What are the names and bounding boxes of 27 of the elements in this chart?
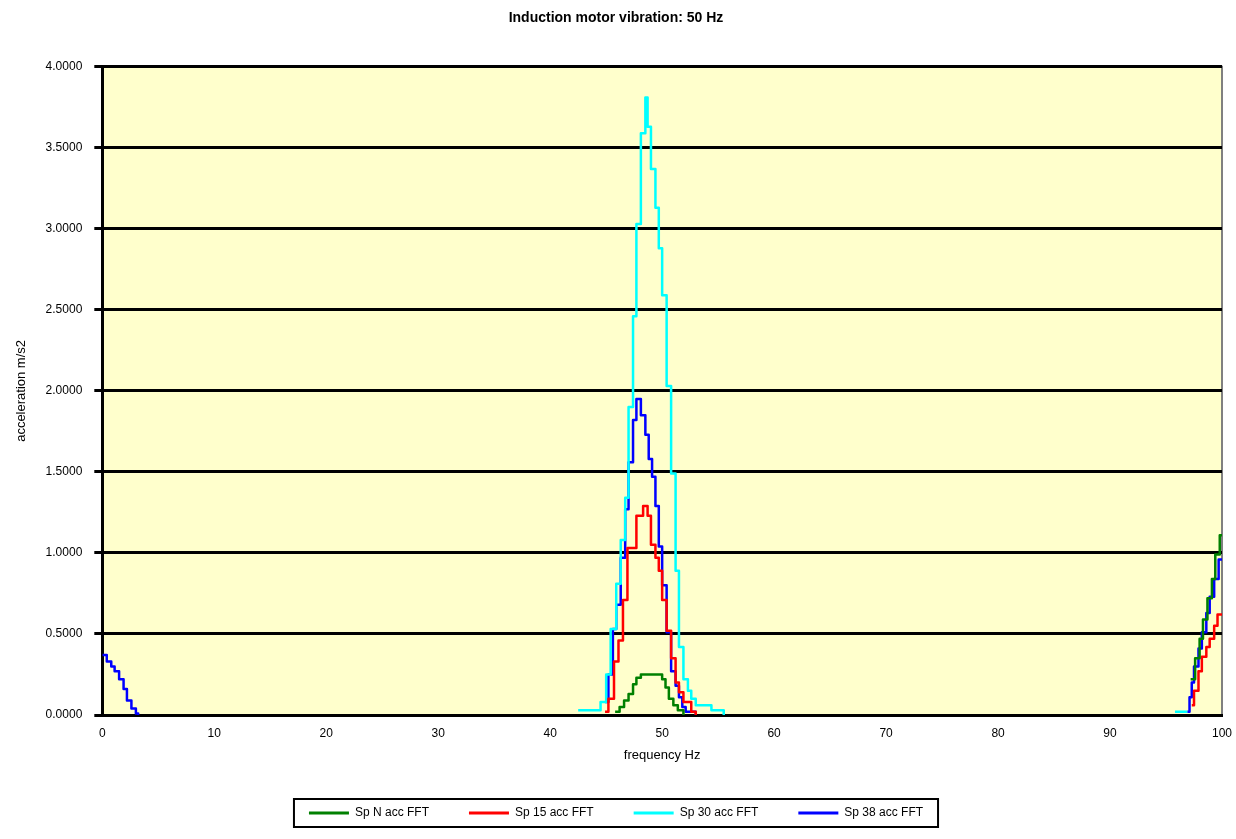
legend-label: Sp 15 acc FFT: [514, 805, 595, 820]
x-tick-label: 80: [991, 725, 1006, 740]
x-tick-label: 60: [767, 725, 782, 740]
y-tick-label: 2.5000: [45, 302, 83, 317]
y-axis-title: acceleration m/s2: [13, 339, 29, 442]
x-tick-label: 20: [319, 725, 334, 740]
x-tick-label: 30: [431, 725, 446, 740]
legend-label: Sp 38 acc FFT: [844, 805, 924, 820]
y-tick-label: 4.0000: [45, 59, 83, 74]
x-tick-label: 50: [655, 725, 670, 740]
x-tick-label: 90: [1103, 725, 1118, 740]
x-axis-title: frequency Hz: [623, 746, 701, 762]
x-tick-label: 100: [1211, 725, 1233, 740]
y-tick-label: 0.5000: [45, 626, 83, 641]
y-tick-label: 2.0000: [45, 383, 83, 398]
y-tick-label: 3.0000: [45, 221, 83, 236]
y-tick-label: 1.5000: [45, 464, 83, 479]
x-tick-label: 70: [879, 725, 894, 740]
legend-label: Sp N acc FFT: [354, 805, 430, 820]
y-tick-label: 3.5000: [45, 140, 83, 155]
x-tick-label: 40: [543, 725, 558, 740]
chart-title: Induction motor vibration: 50 Hz: [508, 9, 724, 26]
x-tick-label: 10: [207, 725, 222, 740]
legend-label: Sp 30 acc FFT: [679, 805, 760, 820]
y-tick-label: 0.0000: [45, 707, 83, 722]
y-tick-label: 1.0000: [45, 545, 83, 560]
x-tick-label: 0: [98, 725, 106, 740]
